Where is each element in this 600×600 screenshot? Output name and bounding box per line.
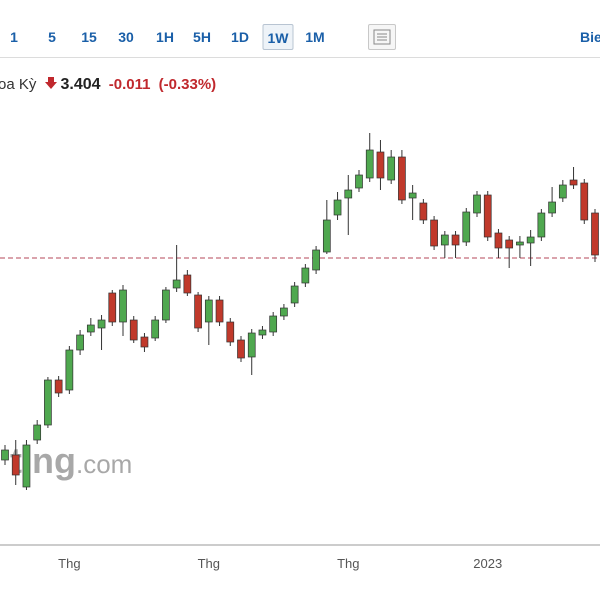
candle-body	[494, 232, 503, 249]
candle-body	[44, 379, 52, 426]
price: 3.404	[60, 76, 101, 93]
interval-button[interactable]: 1H	[156, 29, 174, 45]
x-tick-label: Thg	[198, 556, 220, 571]
candle-body	[33, 424, 42, 441]
candle-body	[162, 289, 170, 321]
interval-button[interactable]: 1	[10, 29, 18, 45]
interval-button[interactable]: 30	[118, 29, 134, 45]
candle-body	[247, 332, 256, 358]
candle-body	[140, 336, 149, 348]
candle-body	[548, 201, 556, 214]
candle-body	[483, 194, 492, 238]
candle-body	[269, 315, 278, 333]
instrument-name: oa Kỳ	[0, 76, 37, 93]
interval-button[interactable]: 1M	[305, 29, 325, 45]
candle-body	[97, 319, 106, 329]
candle-body	[301, 267, 310, 284]
candle-body	[430, 219, 438, 247]
down-arrow	[44, 77, 57, 89]
candle-body	[215, 299, 224, 323]
candle-body	[258, 329, 267, 336]
candle-body	[473, 194, 481, 214]
candle-body	[322, 219, 331, 253]
watermark-text: .com	[76, 449, 132, 479]
candle-body	[108, 292, 117, 323]
candle-body	[183, 274, 192, 294]
candle-body	[516, 241, 524, 246]
candle-body	[204, 299, 213, 323]
interval-button[interactable]: 1D	[231, 29, 249, 45]
icon	[373, 29, 391, 45]
candle-body	[1, 449, 9, 461]
toolbar: Bie 1 5 15 30 1H 5H 1D 1W 1M	[0, 0, 600, 58]
watermark-text: ting	[10, 440, 76, 481]
candle-body	[237, 339, 245, 359]
candle-body	[151, 319, 160, 339]
candle-body	[54, 379, 63, 394]
candle-body	[558, 184, 567, 199]
candle-body	[172, 279, 181, 289]
x-tick-label: 2023	[473, 556, 502, 571]
candle-body	[580, 182, 589, 221]
candle-body	[526, 236, 535, 244]
candle-body	[226, 321, 235, 343]
candle-body	[451, 234, 460, 246]
interval-button[interactable]: 15	[81, 29, 97, 45]
candle-body	[22, 444, 31, 488]
candle-body	[11, 454, 20, 476]
watermark: ting.com	[10, 440, 132, 481]
candle-body	[365, 149, 374, 179]
candle-body	[76, 334, 84, 351]
candle-body	[86, 324, 95, 333]
candle-body	[398, 156, 406, 201]
change-percent: (-0.33%)	[158, 76, 217, 93]
candle-body	[355, 174, 363, 189]
candle-body	[408, 192, 417, 199]
candle-body	[119, 289, 127, 323]
interval-button[interactable]: 5	[48, 29, 56, 45]
candle-body	[505, 239, 514, 249]
candle-body	[129, 319, 138, 341]
interval-button[interactable]: 1W	[262, 24, 294, 50]
interval-button[interactable]: 5H	[193, 29, 211, 45]
candle-body	[537, 212, 546, 238]
candle-body	[376, 151, 385, 179]
candle-body	[419, 202, 428, 221]
candle-body	[387, 156, 396, 181]
candle-body	[440, 234, 449, 246]
candle-body	[569, 179, 578, 186]
candle-body	[591, 212, 599, 256]
candle-body	[344, 189, 353, 199]
candle-body	[462, 211, 471, 243]
candle-body	[333, 199, 342, 216]
candle-body	[312, 249, 320, 271]
quote-header: oa Kỳ 3.404 -0.011 (-0.33%)	[0, 76, 220, 94]
change: -0.011	[108, 76, 151, 93]
x-tick-label: Thg	[58, 556, 80, 571]
candle-body	[280, 307, 288, 317]
candle-body	[194, 294, 202, 329]
candle-body	[65, 349, 74, 391]
x-tick-label: Thg	[337, 556, 359, 571]
toolbar-link[interactable]: Bie	[580, 29, 600, 45]
candle-body	[290, 285, 299, 304]
chart-type-button[interactable]	[368, 24, 396, 50]
